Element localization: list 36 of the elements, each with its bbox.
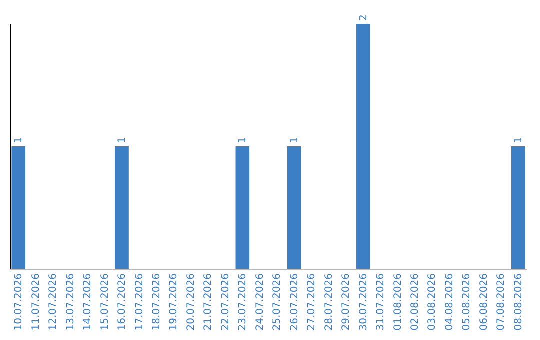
x-tick-label: 01.08.2026 xyxy=(392,274,404,331)
x-tick-label: 31.07.2026 xyxy=(376,274,387,331)
x-tick-label: 06.08.2026 xyxy=(478,274,490,331)
x-tick-label: 14.07.2026 xyxy=(82,274,94,331)
x-tick-label: 23.07.2026 xyxy=(238,274,249,331)
x-tick-label: 04.08.2026 xyxy=(444,274,456,331)
x-tick-label: 05.08.2026 xyxy=(462,274,473,331)
x-tick-label: 16.07.2026 xyxy=(117,274,128,331)
x-tick-label: 20.07.2026 xyxy=(186,274,197,331)
data-label: 1 xyxy=(513,137,524,144)
x-tick-label: 22.07.2026 xyxy=(220,274,232,331)
x-tick-label: 18.07.2026 xyxy=(151,274,162,331)
data-label: 1 xyxy=(14,137,25,144)
x-tick-label: 08.08.2026 xyxy=(513,274,524,331)
x-tick-label: 07.08.2026 xyxy=(496,274,508,331)
x-tick-label: 28.07.2026 xyxy=(324,274,335,331)
x-tick-label: 03.08.2026 xyxy=(427,274,438,331)
x-tick-label: 10.07.2026 xyxy=(14,274,25,331)
x-tick-label: 27.07.2026 xyxy=(306,274,318,331)
x-tick-label: 11.07.2026 xyxy=(30,274,42,331)
x-tick-label: 26.07.2026 xyxy=(289,274,300,331)
x-tick-label: 30.07.2026 xyxy=(358,274,370,331)
x-tick-label: 02.08.2026 xyxy=(410,274,421,331)
x-tick-label: 24.07.2026 xyxy=(254,274,266,331)
x-tick-label: 29.07.2026 xyxy=(341,274,352,331)
x-tick-label: 19.07.2026 xyxy=(168,274,180,331)
data-label: 1 xyxy=(238,137,249,144)
data-label: 1 xyxy=(117,137,128,144)
x-tick-label: 13.07.2026 xyxy=(65,274,76,331)
x-tick-label: 17.07.2026 xyxy=(134,274,146,331)
x-tick-label: 25.07.2026 xyxy=(272,274,284,331)
data-label: 1 xyxy=(289,137,300,144)
x-tick-label: 15.07.2026 xyxy=(100,274,111,331)
x-tick-label: 12.07.2026 xyxy=(48,274,60,331)
x-tick-label: 21.07.2026 xyxy=(203,274,214,331)
data-label: 2 xyxy=(358,14,370,21)
